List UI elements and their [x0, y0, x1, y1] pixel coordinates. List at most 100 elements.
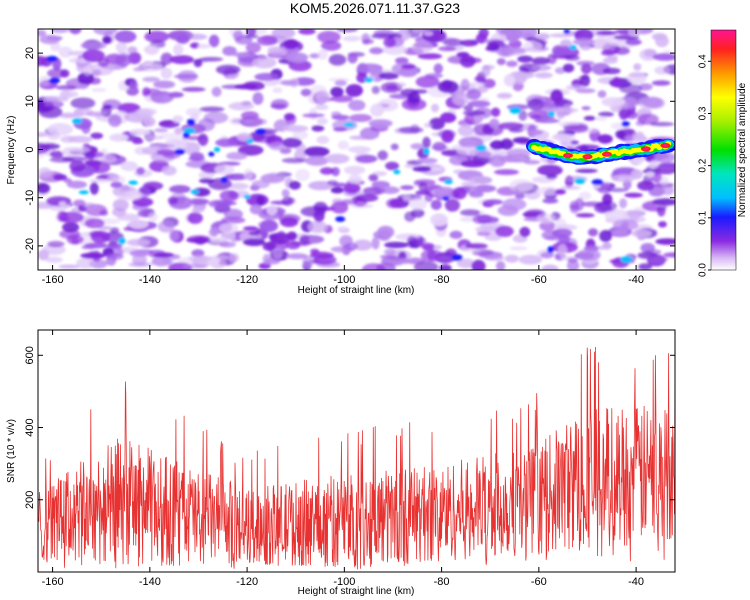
spectrogram-noise-cell: [93, 29, 118, 36]
spectrogram-noise-cell: [185, 107, 203, 117]
spectrogram-noise-cell: [581, 63, 592, 74]
spectrogram-noise-cell: [286, 52, 309, 63]
spectrogram-noise-cell: [251, 136, 277, 143]
spectrogram-noise-cell: [371, 33, 397, 39]
spectrogram-noise-cell: [154, 128, 168, 133]
colorbar: 0.0 0.1 0.2 0.3 0.4 Normalized spectral ampl…: [698, 29, 748, 277]
spectrogram-noise-cell: [237, 144, 264, 156]
snr-x-tick-label: -60: [531, 576, 547, 588]
spectrogram-noise-cell: [197, 118, 215, 132]
spectrogram-x-tick-label: -160: [42, 274, 64, 286]
spectrogram-noise-cell: [112, 198, 129, 212]
spectrogram-noise-cell: [311, 125, 325, 132]
spectrogram-noise-cell: [280, 217, 299, 228]
spectrogram-noise-cell: [433, 63, 443, 74]
spectrogram-noise-cell: [547, 53, 557, 65]
spectrogram-noise-cell: [40, 81, 50, 86]
spectrogram-noise-cell: [398, 126, 424, 134]
spectrogram-noise-cell: [246, 138, 254, 144]
spectrogram-noise-cell: [386, 198, 402, 209]
spectrogram-noise-cell: [554, 218, 567, 231]
spectrogram-noise-cell: [280, 80, 298, 86]
spectrogram-noise-cell: [252, 56, 277, 69]
spectrogram-noise-cell: [536, 33, 550, 40]
spectrogram-noise-cell: [133, 67, 145, 72]
spectrogram-noise-cell: [378, 72, 399, 80]
spectrogram-noise-cell: [484, 199, 503, 205]
spectrogram-noise-cell: [646, 171, 655, 177]
spectrogram-noise-cell: [466, 82, 485, 87]
spectrogram-noise-cell: [38, 142, 50, 154]
spectrogram-noise-cell: [245, 42, 262, 54]
spectrogram-noise-cell: [539, 220, 556, 232]
spectrogram-y-tick-label: -20: [24, 238, 36, 254]
spectrogram-noise-cell: [415, 75, 440, 88]
spectrogram-noise-cell: [102, 35, 112, 45]
spectrogram-noise-cell: [640, 243, 655, 253]
spectrogram-noise-cell: [90, 230, 111, 244]
spectrogram-noise-cell: [415, 190, 430, 196]
spectrogram-noise-cell: [368, 119, 393, 128]
spectrogram-noise-cell: [495, 29, 516, 36]
colorbar-label: Normalized spectral amplitude: [737, 82, 748, 217]
spectrogram-noise-cell: [579, 191, 592, 200]
spectrogram-noise-cell: [588, 228, 598, 237]
spectrogram-noise-cell: [611, 229, 629, 236]
spectrogram-noise-cell: [106, 253, 117, 266]
snr-x-tick-label: -80: [434, 576, 450, 588]
spectrogram-noise-cell: [209, 236, 228, 243]
spectrogram-noise-cell: [302, 113, 325, 118]
spectrogram-noise-cell: [83, 65, 92, 76]
spectrogram-noise-cell: [473, 123, 493, 136]
spectrogram-noise-cell: [84, 218, 105, 229]
snr-panel: -160 -140 -120 -100 -80 -60 -40 200 400 600 Heig…: [6, 329, 676, 597]
spectrogram-noise-cell: [444, 179, 453, 185]
spectrogram-signal-trace: [526, 138, 675, 165]
spectrogram-noise-cell: [638, 263, 653, 270]
spectrogram-noise-cell: [315, 104, 329, 111]
spectrogram-noise-cell: [606, 187, 629, 193]
spectrogram-noise-cell: [285, 113, 297, 126]
spectrogram-noise-cell: [221, 84, 245, 90]
spectrogram-noise-cell: [91, 87, 107, 93]
spectrogram-noise-cell: [371, 86, 380, 94]
spectrogram-noise-cell: [574, 178, 586, 185]
spectrogram-noise-cell: [576, 249, 601, 261]
spectrogram-noise-cell: [325, 153, 350, 164]
spectrogram-noise-cell: [467, 100, 491, 108]
spectrogram-noise-cell: [232, 30, 244, 41]
spectrogram-noise-cell: [67, 146, 91, 153]
spectrogram-noise-cell: [38, 167, 52, 177]
spectrogram-noise-cell: [199, 57, 224, 62]
spectrogram-noise-cell: [506, 32, 517, 43]
spectrogram-noise-cell: [514, 193, 526, 199]
spectrogram-noise-cell: [110, 181, 123, 189]
spectrogram-noise-cell: [509, 107, 521, 114]
colorbar-tick-label: 0.1: [698, 210, 709, 224]
spectrogram-noise-cell: [231, 118, 254, 124]
spectrogram-noise-cell: [303, 146, 330, 157]
spectrogram-noise-cell: [597, 134, 613, 144]
spectrogram-noise-cell: [342, 35, 361, 42]
spectrogram-noise-cell: [38, 249, 50, 261]
spectrogram-noise-cell: [187, 212, 203, 224]
spectrogram-noise-cell: [38, 55, 48, 67]
spectrogram-noise-cell: [283, 39, 299, 50]
spectrogram-noise-cell: [518, 110, 528, 121]
spectrogram-noise-cell: [228, 102, 255, 111]
spectrogram-noise-cell: [316, 117, 328, 125]
spectrogram-noise-cell: [335, 216, 346, 222]
spectrogram-noise-cell: [343, 122, 355, 127]
spectrogram-noise-cell: [348, 146, 371, 153]
snr-x-tick-label: -40: [628, 576, 644, 588]
spectrogram-noise-cell: [116, 213, 141, 221]
spectrogram-noise-cell: [465, 243, 488, 250]
spectrogram-noise-cell: [288, 180, 301, 190]
spectrogram-noise-cell: [550, 89, 564, 102]
spectrogram-noise-cell: [460, 209, 481, 217]
spectrogram-noise-cell: [186, 118, 196, 126]
spectrogram-noise-cell: [191, 208, 205, 213]
spectrogram-noise-cell: [286, 240, 301, 250]
spectrogram-noise-cell: [214, 164, 235, 175]
